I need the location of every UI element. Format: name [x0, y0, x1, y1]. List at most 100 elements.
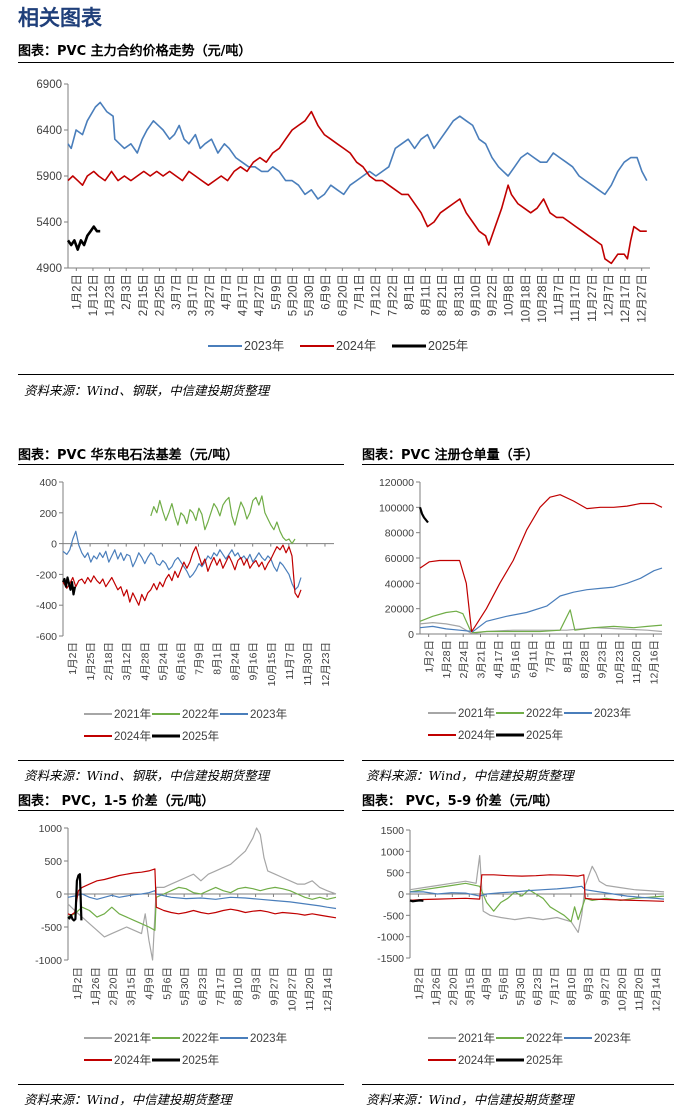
- x-tick-label: 5月6日: [161, 967, 173, 1000]
- x-tick-label: 10月28日: [537, 274, 549, 323]
- y-tick-label: 40000: [385, 578, 414, 590]
- x-tick-label: 8月24日: [230, 642, 242, 681]
- x-tick-label: 11月20日: [631, 640, 643, 684]
- y-tick-label: -500: [383, 910, 404, 922]
- y-tick-label: 0: [408, 629, 414, 641]
- x-tick-label: 9月10日: [470, 274, 482, 316]
- y-tick-label: 400: [39, 477, 57, 489]
- series-line-2022年: [409, 882, 665, 923]
- x-tick-label: 12月17日: [620, 274, 632, 323]
- figure-4-source: 资料来源：Wind，中信建投期货整理: [24, 1092, 232, 1107]
- spread-5-9-chart: -1500 -1000 -500 0 500 1000 1500 1月2日 1月26日 2月20日…: [377, 825, 665, 1067]
- x-tick-label: 1月2日: [71, 274, 83, 310]
- x-tick-label: 2月3日: [121, 274, 133, 310]
- series-line-2024年: [67, 868, 337, 919]
- x-tick-label: 8月11日: [421, 274, 433, 315]
- x-tick-label: 5月6日: [498, 967, 510, 1000]
- legend-label: 2021年: [458, 1031, 495, 1045]
- legend-label: 2021年: [114, 1031, 151, 1045]
- x-tick-label: 3月17日: [188, 274, 200, 316]
- legend-label: 2023年: [244, 339, 284, 353]
- figure-2-top-rule: [18, 464, 344, 465]
- x-tick-label: 9月16日: [248, 642, 260, 681]
- legend-label: 2022年: [526, 706, 563, 720]
- x-tick-label: 5月30日: [515, 967, 527, 1006]
- x-tick-label: 9月3日: [251, 967, 263, 1000]
- x-tick-label: 4月7日: [221, 274, 233, 310]
- x-tick-label: 7月9日: [194, 642, 206, 675]
- x-tick-label: 1月26日: [430, 967, 442, 1006]
- y-tick-label: 4900: [36, 263, 62, 275]
- legend-label: 2022年: [526, 1031, 563, 1045]
- x-tick-label: 2月18日: [103, 642, 115, 681]
- series-line-2025年: [67, 873, 83, 922]
- figure-3-title: 图表：PVC 注册仓单量（手）: [362, 448, 539, 463]
- y-tick-label: 1000: [39, 823, 63, 835]
- series-line-2025年: [418, 506, 429, 524]
- y-tick-label: 200: [39, 508, 57, 520]
- x-tick-label: 7月22日: [387, 274, 399, 316]
- y-tick-label: -200: [36, 569, 57, 581]
- x-tick-label: 2月20日: [447, 967, 459, 1006]
- x-tick-label: 8月10日: [233, 967, 245, 1006]
- x-tick-label: 11月20日: [634, 967, 646, 1011]
- x-tick-label: 1月2日: [413, 967, 425, 1000]
- x-tick-label: 1月25日: [85, 642, 97, 681]
- x-tick-label: 4月28日: [139, 642, 151, 681]
- x-tick-label: 12月7日: [603, 274, 615, 316]
- basis-chart: -600 -400 -200 0 200 400 1月2日 1月25日 2月18日 3月12日 4月…: [36, 477, 334, 743]
- legend-label: 2023年: [250, 1031, 287, 1045]
- legend-label: 2025年: [526, 1053, 563, 1067]
- figure-1-top-rule: [18, 62, 674, 63]
- series-line-2023年: [62, 530, 302, 591]
- x-tick-label: 6月9日: [321, 274, 333, 310]
- legend-label: 2023年: [594, 706, 631, 720]
- x-tick-label: 3月21日: [476, 640, 488, 679]
- x-tick-label: 4月9日: [143, 967, 155, 1000]
- x-tick-label: 3月15日: [464, 967, 476, 1006]
- series-line-2023年: [67, 101, 648, 200]
- x-tick-label: 5月9日: [271, 274, 283, 310]
- x-tick-label: 7月17日: [549, 967, 561, 1006]
- legend-label: 2025年: [526, 728, 563, 742]
- x-tick-label: 8月28日: [579, 640, 591, 679]
- spread-1-5-chart: -1000 -500 0 500 1000 1月2日 1月26日 2月20日 3月15日 4月9日…: [35, 823, 337, 1067]
- x-tick-label: 6月16日: [175, 642, 187, 681]
- y-tick-label: 5900: [36, 171, 62, 183]
- series-line-2021年: [67, 827, 337, 961]
- legend-label: 2024年: [458, 728, 495, 742]
- y-tick-label: 6400: [36, 125, 62, 137]
- x-tick-label: 10月27日: [286, 967, 298, 1011]
- x-tick-label: 5月30日: [304, 274, 316, 316]
- y-tick-label: 500: [44, 856, 62, 868]
- legend-label: 2023年: [250, 707, 287, 721]
- y-tick-label: -600: [36, 631, 57, 643]
- x-tick-label: 9月22日: [487, 274, 499, 316]
- legend-label: 2021年: [458, 706, 495, 720]
- y-tick-label: -1500: [377, 953, 404, 965]
- x-tick-label: 4月27日: [254, 274, 266, 316]
- x-tick-label: 11月20日: [304, 967, 316, 1011]
- figure-2-source: 资料来源：Wind、钢联，中信建投期货整理: [24, 768, 270, 783]
- x-tick-label: 1月28日: [441, 640, 453, 679]
- x-tick-label: 12月16日: [648, 640, 660, 684]
- figure-1-source: 资料来源：Wind、钢联，中信建投期货整理: [24, 383, 270, 398]
- figure-3-bottom-rule: [362, 760, 674, 761]
- legend-label: 2025年: [182, 1053, 219, 1067]
- x-tick-label: 8月10日: [566, 967, 578, 1006]
- x-tick-label: 11月7日: [554, 274, 566, 315]
- y-tick-label: 20000: [385, 604, 414, 616]
- x-tick-label: 4月17日: [493, 640, 505, 679]
- legend-label: 2024年: [114, 1053, 151, 1067]
- y-tick-label: 60000: [385, 553, 414, 565]
- series-line-2025年: [409, 899, 424, 903]
- x-tick-label: 10月18日: [520, 274, 532, 323]
- figure-1-bottom-rule: [18, 374, 674, 375]
- x-tick-label: 8月21日: [437, 274, 449, 316]
- y-tick-label: 1000: [381, 846, 405, 858]
- series-line-2022年: [419, 609, 663, 634]
- series-line-2022年: [67, 886, 337, 931]
- y-tick-label: 80000: [385, 528, 414, 540]
- series-line-2024年: [409, 874, 665, 902]
- legend-label: 2025年: [428, 339, 468, 353]
